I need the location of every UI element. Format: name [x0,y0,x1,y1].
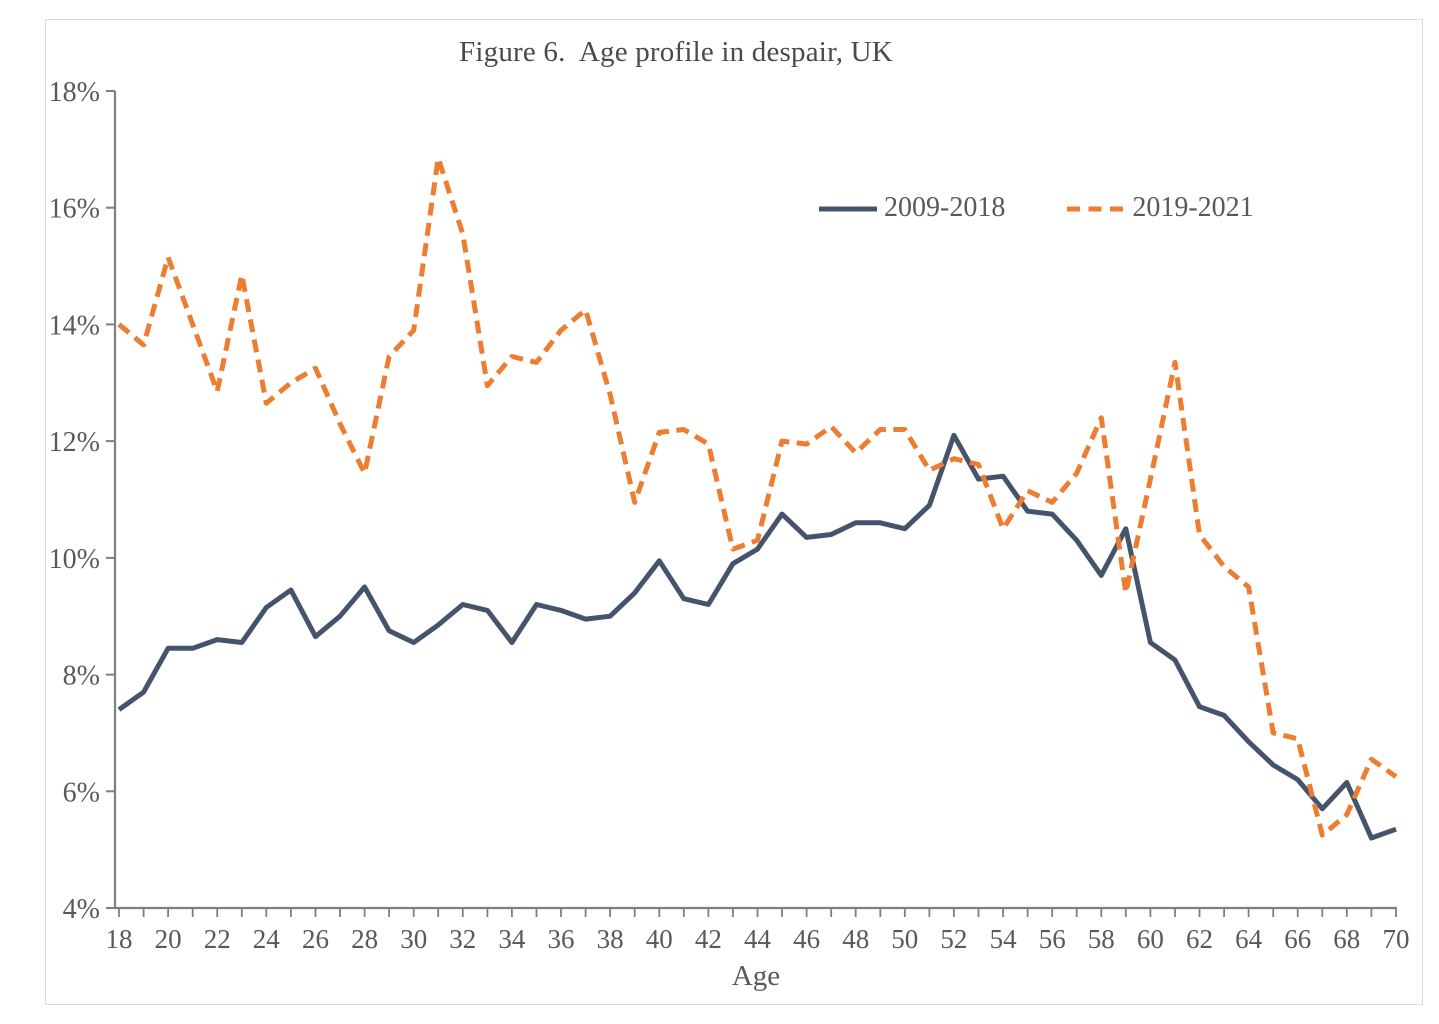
legend-label-2009-2018: 2009-2018 [884,192,1006,223]
x-tick-label: 56 [1039,924,1066,954]
x-tick-label: 48 [842,924,869,954]
series-line-2009-2018 [117,432,1397,841]
x-tick-label: 50 [891,924,918,954]
legend: 2009-2018 2019-2021 [819,192,1254,224]
x-tick-label: 52 [940,924,967,954]
y-tick-label: 14% [49,310,100,341]
x-tick-label: 66 [1284,924,1311,954]
x-tick-label: 40 [646,924,673,954]
x-tick-label: 42 [695,924,722,954]
x-tick-label: 32 [449,924,476,954]
y-tick-label: 10% [49,544,100,575]
x-tick-label: 70 [1383,924,1410,954]
x-tick-label: 20 [155,924,182,954]
legend-label-2019-2021: 2019-2021 [1132,192,1254,223]
x-tick-label: 28 [351,924,378,954]
x-tick-label: 46 [793,924,820,954]
legend-item-2019-2021: 2019-2021 [1067,192,1254,224]
x-tick-label: 36 [548,924,575,954]
legend-item-2009-2018: 2009-2018 [819,192,1005,224]
x-tick-label: 44 [744,924,772,954]
y-tick-label: 18% [49,77,100,108]
x-axis-label: Age [731,960,781,992]
chart-title: Figure 6. Age profile in despair, UK [459,36,893,68]
x-tick-label: 24 [253,924,280,954]
x-tick-label: 68 [1333,924,1360,954]
x-tick-label: 58 [1088,924,1115,954]
y-tick-label: 6% [63,777,100,808]
y-tick-label: 8% [63,661,100,692]
legend-solid-line-icon [819,199,877,217]
legend-dashed-line-icon [1067,199,1126,217]
x-tick-label: 34 [498,924,526,954]
x-tick-label: 22 [204,924,231,954]
y-tick-label: 16% [49,194,100,225]
y-tick-label: 12% [49,427,100,458]
x-tick-label: 38 [597,924,624,954]
x-tick-label: 30 [400,924,427,954]
chart-frame: Figure 6. Age profile in despair, UK 4% 6… [45,19,1423,1005]
x-tick-label: 62 [1186,924,1213,954]
x-tick-label: 54 [990,924,1018,954]
x-tick-label: 26 [302,924,329,954]
x-tick-label: 60 [1137,924,1164,954]
x-tick-label: 18 [106,924,133,954]
y-tick-label: 4% [63,894,100,925]
x-tick-label: 64 [1235,924,1263,954]
plot-area: 4% 6% 8% 10% 12% 14% 16% 18% 18 20 22 24 26 28 30 32 34 3… [49,77,1410,954]
series-line-2019-2021 [117,155,1398,838]
